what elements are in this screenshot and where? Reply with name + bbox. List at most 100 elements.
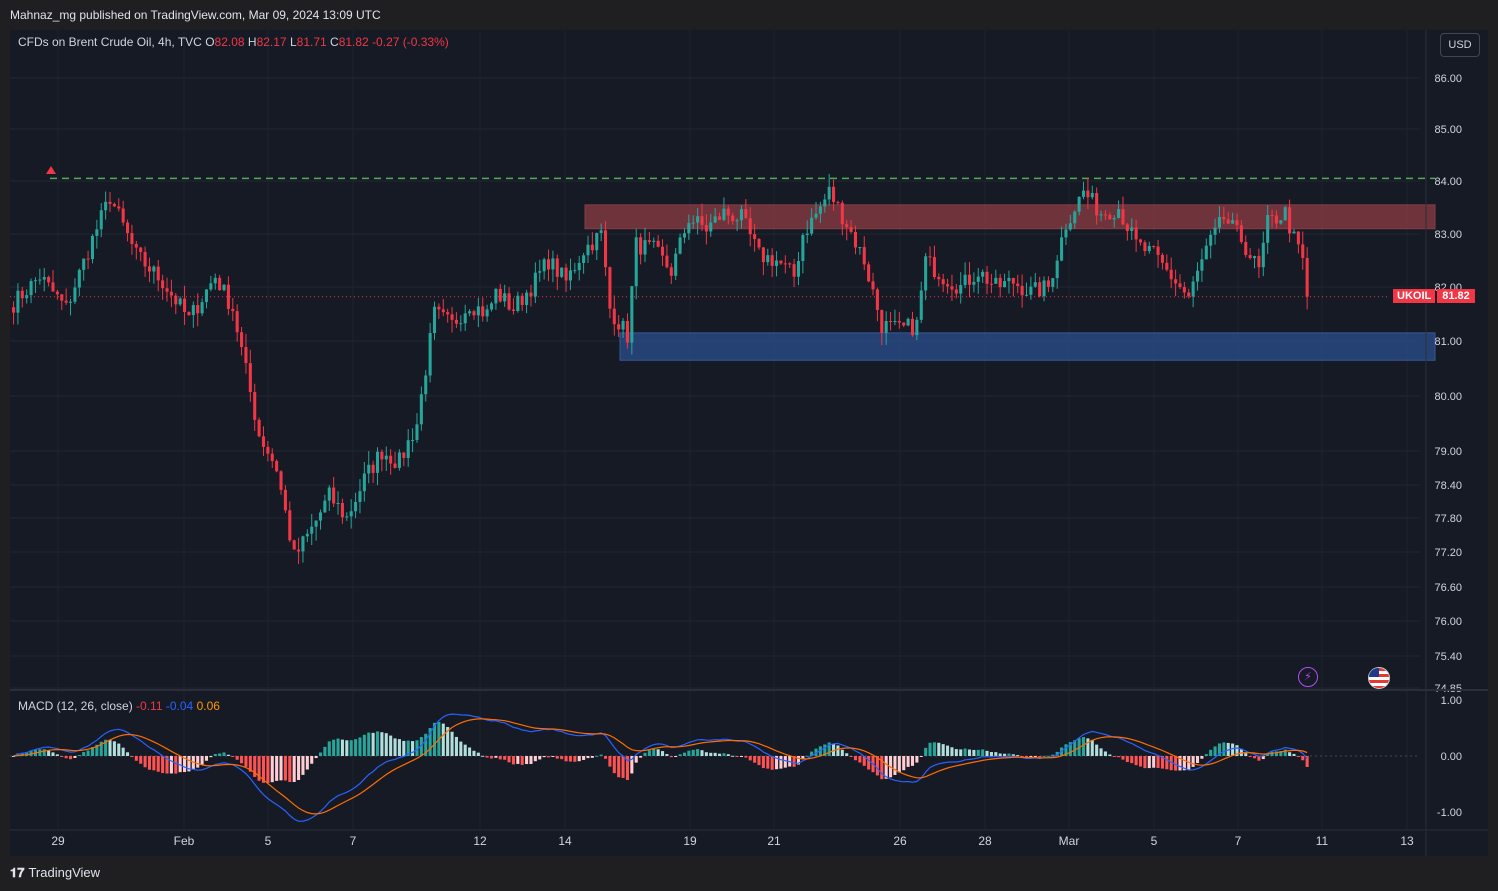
macd-hist-bar <box>1283 749 1287 756</box>
candle-body <box>810 217 814 234</box>
macd-hist-bar <box>1003 753 1007 756</box>
us-flag-icon[interactable] <box>1368 667 1390 689</box>
price-tick-label: 86.00 <box>1434 73 1462 85</box>
candle-body <box>919 290 923 320</box>
candle-body <box>275 461 279 472</box>
macd-hist-bar <box>156 756 160 772</box>
candle-body <box>932 257 936 278</box>
macd-hist-bar <box>1020 756 1024 757</box>
macd-hist-bar <box>349 740 353 756</box>
currency-button[interactable]: USD <box>1440 33 1480 57</box>
candle-body <box>1283 207 1287 221</box>
candle-body <box>1121 209 1125 225</box>
macd-hist-bar <box>454 736 458 756</box>
macd-hist-bar <box>1209 749 1213 756</box>
candle-body <box>989 283 993 285</box>
macd-hist-bar <box>560 756 564 760</box>
macd-hist-bar <box>152 756 156 771</box>
candle-body <box>1046 280 1050 287</box>
brand[interactable]: 𝟏𝟕 TradingView <box>10 865 100 881</box>
macd-hist-bar <box>204 756 209 761</box>
candle-body <box>1279 220 1283 224</box>
price-tick-label: 77.80 <box>1434 513 1462 525</box>
candle-body <box>1301 244 1305 258</box>
candle-body <box>959 285 963 294</box>
macd-hist-bar <box>643 752 647 756</box>
macd-hist-bar <box>1112 756 1116 757</box>
macd-hist-bar <box>367 732 371 756</box>
candle-body <box>520 295 524 306</box>
legend-low: 81.71 <box>296 35 327 49</box>
macd-hist-bar <box>310 756 314 764</box>
candle-body <box>1296 231 1300 245</box>
macd-hist-bar <box>213 754 217 756</box>
candle-body <box>972 281 976 285</box>
macd-hist-bar <box>90 747 95 756</box>
flash-icon[interactable]: ⚡ <box>1298 667 1318 687</box>
macd-hist-bar <box>489 756 494 759</box>
macd-hist-bar <box>937 742 941 756</box>
macd-hist-bar <box>507 756 511 763</box>
brand-label: TradingView <box>28 865 101 880</box>
macd-hist-bar <box>266 756 270 784</box>
candle-body <box>718 216 722 220</box>
macd-hist-bar <box>1261 756 1265 760</box>
candle-body <box>647 240 651 242</box>
macd-hist-bar <box>603 756 608 759</box>
macd-hist-bar <box>362 734 366 756</box>
chart-pane[interactable]: 86.0085.0084.0083.0082.0081.0080.0079.00… <box>10 30 1488 856</box>
price-tick-label: 81.00 <box>1434 336 1462 348</box>
candle-body <box>152 266 156 272</box>
macd-tick-label: -1.00 <box>1437 807 1462 819</box>
candle-body <box>542 259 546 272</box>
legend-h-label: H <box>247 35 257 49</box>
macd-hist-bar <box>248 756 252 772</box>
candle-body <box>406 440 410 458</box>
candles <box>12 173 1309 565</box>
candle-body <box>1086 190 1090 198</box>
macd-hist-bar <box>862 756 866 766</box>
macd-hist-bar <box>419 737 423 756</box>
candle-body <box>568 270 572 281</box>
candle-body <box>1055 260 1059 279</box>
candle-body <box>47 277 51 283</box>
macd-hist-bar <box>669 756 673 758</box>
candle-body <box>1252 256 1257 259</box>
candle-body <box>248 363 252 393</box>
macd-hist-bar <box>726 754 730 756</box>
price-tick-label: 77.20 <box>1434 547 1462 559</box>
macd-hist-bar <box>1134 756 1138 766</box>
macd-hist-bar <box>599 754 603 756</box>
candle-body <box>533 272 537 297</box>
macd-hist-bar <box>823 744 827 756</box>
macd-hist-bar <box>893 756 897 775</box>
candle-body <box>1195 270 1200 282</box>
macd-hist-bar <box>551 756 555 757</box>
macd-hist-bar <box>73 756 77 758</box>
macd-hist-bar <box>1270 751 1274 756</box>
candle-body <box>1090 193 1094 198</box>
price-tag-symbol: UKOIL <box>1393 288 1436 303</box>
time-tick-label: 5 <box>265 834 272 848</box>
candle-body <box>639 237 643 255</box>
macd-hist-bar <box>529 756 533 765</box>
macd-hist-bar <box>520 756 524 765</box>
macd-hist-bar <box>336 738 340 756</box>
macd-hist-bar <box>288 756 292 783</box>
candle-body <box>222 284 226 291</box>
candle-body <box>643 240 647 255</box>
macd-hist-bar <box>301 756 305 775</box>
macd-hist-bar <box>380 732 384 756</box>
macd-hist-bar <box>967 749 972 756</box>
macd-hist-bar <box>485 756 489 758</box>
candle-body <box>183 298 187 313</box>
candle-body <box>481 306 485 317</box>
chart-canvas[interactable]: 86.0085.0084.0083.0082.0081.0080.0079.00… <box>10 30 1488 856</box>
candle-body <box>336 502 340 504</box>
candle-body <box>323 500 327 513</box>
candle-body <box>112 203 116 207</box>
candle-body <box>634 237 638 287</box>
candle-body <box>1261 242 1265 268</box>
macd-hist-bar <box>897 756 901 773</box>
macd-hist-bar <box>1024 756 1029 758</box>
